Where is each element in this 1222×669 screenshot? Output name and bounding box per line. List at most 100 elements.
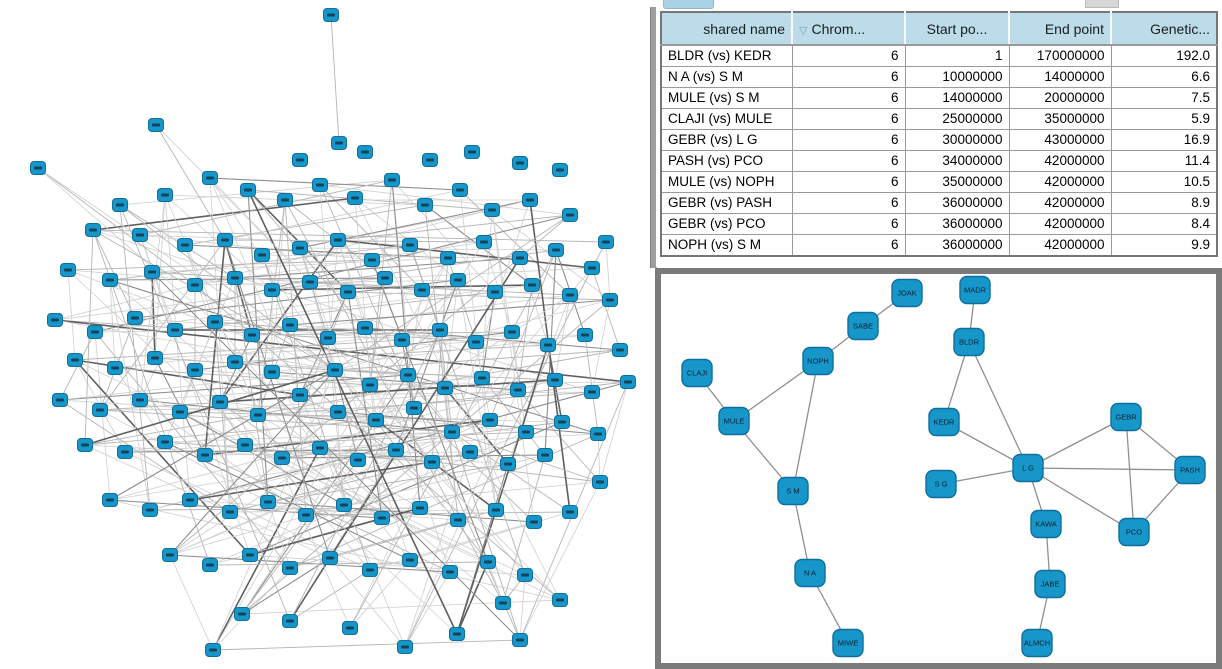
network-node[interactable] xyxy=(207,315,223,329)
table-cell[interactable]: 20000000 xyxy=(1008,87,1111,109)
table-row[interactable]: PASH (vs) PCO 6 34000000 42000000 11.4 xyxy=(661,150,1217,172)
table-cell[interactable]: 43000000 xyxy=(1008,129,1111,151)
network-node[interactable] xyxy=(227,271,243,285)
network-node[interactable]: N A xyxy=(794,558,826,588)
network-node[interactable] xyxy=(620,375,636,389)
network-node[interactable] xyxy=(202,171,218,185)
network-node[interactable] xyxy=(592,475,608,489)
network-node[interactable]: JOAK xyxy=(891,278,923,308)
network-node[interactable] xyxy=(406,401,422,415)
network-node[interactable] xyxy=(187,363,203,377)
node-shape[interactable] xyxy=(891,278,923,308)
network-node[interactable] xyxy=(87,325,103,339)
table-cell[interactable]: 10.5 xyxy=(1110,171,1217,193)
network-node[interactable] xyxy=(577,328,593,342)
network-node[interactable] xyxy=(480,555,496,569)
network-node[interactable]: MADR xyxy=(959,275,991,305)
node-shape[interactable] xyxy=(718,406,750,436)
network-node[interactable] xyxy=(336,498,352,512)
network-node[interactable] xyxy=(347,191,363,205)
table-cell[interactable]: 30000000 xyxy=(904,129,1009,151)
network-node[interactable] xyxy=(182,493,198,507)
network-node[interactable] xyxy=(144,265,160,279)
column-header-startpo[interactable]: Start po... xyxy=(904,12,1009,46)
table-cell[interactable]: 5.9 xyxy=(1110,108,1217,130)
table-cell[interactable]: 42000000 xyxy=(1008,150,1111,172)
network-node[interactable] xyxy=(212,395,228,409)
table-cell[interactable]: NOPH (vs) S M xyxy=(661,234,792,256)
column-header-sharedname[interactable]: shared name xyxy=(661,12,792,46)
network-node[interactable] xyxy=(242,548,258,562)
network-node[interactable] xyxy=(524,278,540,292)
network-node[interactable] xyxy=(264,283,280,297)
network-node[interactable] xyxy=(464,145,480,159)
network-node[interactable] xyxy=(234,607,250,621)
network-node[interactable] xyxy=(202,558,218,572)
network-node[interactable] xyxy=(162,548,178,562)
network-node[interactable] xyxy=(517,568,533,582)
network-node[interactable] xyxy=(127,311,143,325)
network-node[interactable] xyxy=(320,331,336,345)
table-cell[interactable]: 6 xyxy=(791,150,905,172)
network-node[interactable] xyxy=(504,325,520,339)
network-node[interactable] xyxy=(394,333,410,347)
network-node[interactable] xyxy=(157,188,173,202)
table-cell[interactable]: 6 xyxy=(791,213,905,235)
network-node[interactable] xyxy=(512,633,528,647)
network-node[interactable] xyxy=(197,448,213,462)
network-node[interactable] xyxy=(107,361,123,375)
network-node[interactable] xyxy=(462,445,478,459)
network-node[interactable] xyxy=(77,438,93,452)
node-shape[interactable] xyxy=(959,275,991,305)
panel-divider[interactable] xyxy=(650,7,657,268)
table-cell[interactable]: 9.9 xyxy=(1110,234,1217,256)
network-node[interactable] xyxy=(488,503,504,517)
table-cell[interactable]: 192.0 xyxy=(1110,44,1217,67)
table-cell[interactable]: N A (vs) S M xyxy=(661,66,792,88)
table-cell[interactable]: 7.5 xyxy=(1110,87,1217,109)
network-node[interactable] xyxy=(540,338,556,352)
network-node[interactable] xyxy=(476,235,492,249)
node-shape[interactable] xyxy=(1034,569,1066,599)
network-node[interactable] xyxy=(167,323,183,337)
network-node[interactable] xyxy=(537,448,553,462)
table-cell[interactable]: 10000000 xyxy=(904,66,1009,88)
network-node[interactable] xyxy=(562,288,578,302)
table-cell[interactable]: MULE (vs) NOPH xyxy=(661,171,792,193)
network-node[interactable] xyxy=(350,453,366,467)
table-cell[interactable]: 6 xyxy=(791,87,905,109)
network-node[interactable] xyxy=(298,508,314,522)
network-node[interactable] xyxy=(364,253,380,267)
network-node[interactable] xyxy=(85,223,101,237)
network-node[interactable] xyxy=(227,355,243,369)
table-cell[interactable]: 6.6 xyxy=(1110,66,1217,88)
table-row[interactable]: BLDR (vs) KEDR 6 1 170000000 192.0 xyxy=(661,44,1217,67)
node-shape[interactable] xyxy=(925,469,957,499)
network-node[interactable] xyxy=(412,501,428,515)
network-node[interactable]: JABE xyxy=(1034,569,1066,599)
network-node[interactable] xyxy=(357,321,373,335)
network-node[interactable] xyxy=(117,445,133,459)
node-shape[interactable] xyxy=(1021,628,1053,658)
network-node[interactable] xyxy=(424,455,440,469)
network-node[interactable] xyxy=(437,381,453,395)
network-node[interactable] xyxy=(312,441,328,455)
network-node[interactable] xyxy=(292,153,308,167)
network-node[interactable] xyxy=(449,627,465,641)
network-node[interactable]: S G xyxy=(925,469,957,499)
network-node[interactable] xyxy=(330,233,346,247)
table-row[interactable]: NOPH (vs) S M 6 36000000 42000000 9.9 xyxy=(661,234,1217,256)
network-node[interactable] xyxy=(552,593,568,607)
table-cell[interactable]: 25000000 xyxy=(904,108,1009,130)
network-node[interactable]: GEBR xyxy=(1110,402,1142,432)
table-cell[interactable]: MULE (vs) S M xyxy=(661,87,792,109)
network-node[interactable] xyxy=(402,553,418,567)
network-node[interactable] xyxy=(512,251,528,265)
table-cell[interactable]: 14000000 xyxy=(904,87,1009,109)
network-node[interactable] xyxy=(522,193,538,207)
network-node[interactable] xyxy=(330,405,346,419)
network-node[interactable] xyxy=(526,515,542,529)
network-node[interactable]: ALMCH xyxy=(1021,628,1053,658)
table-cell[interactable]: 42000000 xyxy=(1008,213,1111,235)
table-cell[interactable]: 42000000 xyxy=(1008,192,1111,214)
